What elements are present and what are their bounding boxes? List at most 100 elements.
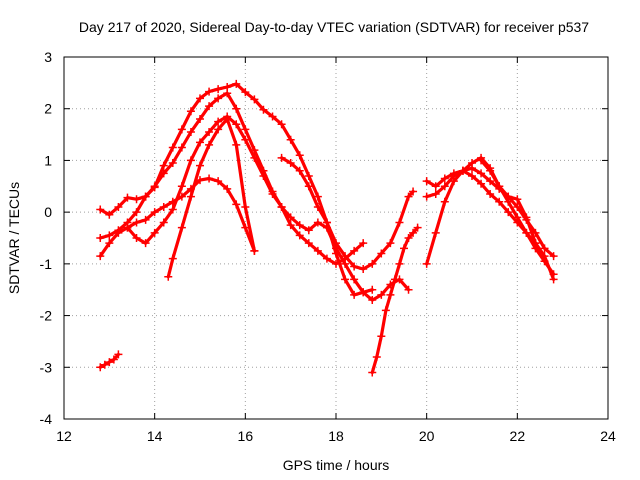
- data-point-marker: [440, 182, 449, 191]
- data-point-marker: [350, 275, 359, 284]
- data-point-marker: [495, 197, 504, 206]
- data-point-marker: [531, 239, 540, 248]
- data-point-marker: [232, 104, 241, 113]
- series-track-e: [98, 176, 256, 258]
- data-point-marker: [277, 202, 286, 211]
- y-tick-label: 1: [44, 152, 52, 168]
- data-point-marker: [286, 221, 295, 230]
- data-point-marker: [141, 192, 150, 201]
- x-tick-label: 22: [510, 428, 526, 444]
- data-point-marker: [223, 115, 232, 124]
- data-point-marker: [350, 290, 359, 299]
- data-point-marker: [232, 140, 241, 149]
- data-point-marker: [177, 192, 186, 201]
- data-point-marker: [205, 140, 214, 149]
- data-point-marker: [186, 192, 195, 201]
- data-point-marker: [214, 117, 223, 126]
- data-point-marker: [196, 161, 204, 170]
- data-point-marker: [214, 85, 223, 94]
- x-tick-label: 24: [600, 428, 616, 444]
- data-point-marker: [159, 169, 168, 178]
- data-point-marker: [223, 89, 232, 98]
- data-point-marker: [232, 200, 241, 209]
- data-point-marker: [404, 234, 413, 242]
- series-track-c: [125, 114, 411, 302]
- data-point-marker: [277, 153, 286, 162]
- data-point-marker: [313, 202, 322, 211]
- data-point-marker: [504, 208, 513, 217]
- data-point-marker: [304, 239, 313, 248]
- data-point-marker: [286, 159, 295, 168]
- data-point-marker: [241, 88, 250, 97]
- data-point-marker: [168, 197, 177, 206]
- data-point-marker: [304, 226, 313, 235]
- data-point-marker: [232, 120, 241, 129]
- data-point-marker: [241, 202, 250, 211]
- data-point-marker: [458, 166, 467, 175]
- data-point-marker: [123, 193, 132, 202]
- x-axis-label: GPS time / hours: [283, 457, 390, 473]
- data-point-marker: [341, 275, 350, 284]
- data-point-marker: [205, 87, 214, 96]
- data-point-marker: [250, 246, 259, 255]
- data-point-marker: [422, 259, 431, 268]
- data-point-marker: [286, 213, 295, 222]
- data-point-marker: [440, 197, 449, 206]
- data-point-marker: [404, 192, 413, 201]
- data-point-marker: [196, 176, 204, 185]
- data-point-marker: [96, 363, 105, 372]
- y-tick-label: 0: [44, 204, 52, 220]
- data-point-marker: [295, 151, 304, 160]
- data-point-marker: [105, 210, 114, 219]
- data-point-marker: [177, 223, 186, 232]
- data-point-marker: [386, 290, 395, 299]
- data-point-marker: [486, 166, 495, 175]
- chart-title: Day 217 of 2020, Sidereal Day-to-day VTE…: [79, 19, 589, 35]
- series-track-h: [370, 226, 420, 375]
- data-point-marker: [341, 259, 350, 268]
- data-point-marker: [313, 192, 322, 201]
- data-point-marker: [359, 265, 368, 274]
- data-point-marker: [372, 352, 381, 361]
- data-point-marker: [96, 252, 105, 261]
- grid-lines: [64, 57, 608, 419]
- data-point-marker: [186, 127, 195, 136]
- data-point-marker: [214, 94, 223, 103]
- data-point-marker: [186, 184, 195, 193]
- data-point-marker: [196, 94, 204, 103]
- data-point-marker: [214, 177, 223, 186]
- data-point-marker: [404, 285, 413, 294]
- data-point-marker: [486, 177, 495, 186]
- data-point-marker: [132, 234, 141, 242]
- data-point-marker: [277, 120, 286, 129]
- x-tick-label: 20: [419, 428, 435, 444]
- data-point-marker: [359, 288, 368, 297]
- data-point-marker: [96, 234, 105, 242]
- data-point-marker: [114, 350, 123, 359]
- data-point-marker: [359, 239, 368, 248]
- y-tick-label: -2: [40, 308, 53, 324]
- y-tick-label: 3: [44, 49, 52, 65]
- y-tick-label: -3: [40, 359, 53, 375]
- data-point-marker: [368, 259, 377, 268]
- data-point-marker: [477, 169, 486, 178]
- data-point-marker: [268, 112, 277, 121]
- data-point-marker: [196, 138, 204, 147]
- data-point-marker: [168, 159, 177, 168]
- data-point-marker: [540, 252, 549, 261]
- data-point-marker: [141, 239, 150, 248]
- data-point-marker: [186, 107, 195, 116]
- data-point-marker: [422, 177, 431, 186]
- data-point-marker: [409, 228, 418, 237]
- data-point-marker: [495, 182, 504, 191]
- data-point-marker: [513, 195, 522, 204]
- x-tick-label: 14: [147, 428, 163, 444]
- data-point-marker: [223, 184, 232, 193]
- data-point-marker: [268, 190, 277, 199]
- x-tick-label: 18: [328, 428, 344, 444]
- data-point-marker: [477, 156, 486, 165]
- data-point-marker: [214, 125, 223, 134]
- data-point-marker: [549, 275, 558, 284]
